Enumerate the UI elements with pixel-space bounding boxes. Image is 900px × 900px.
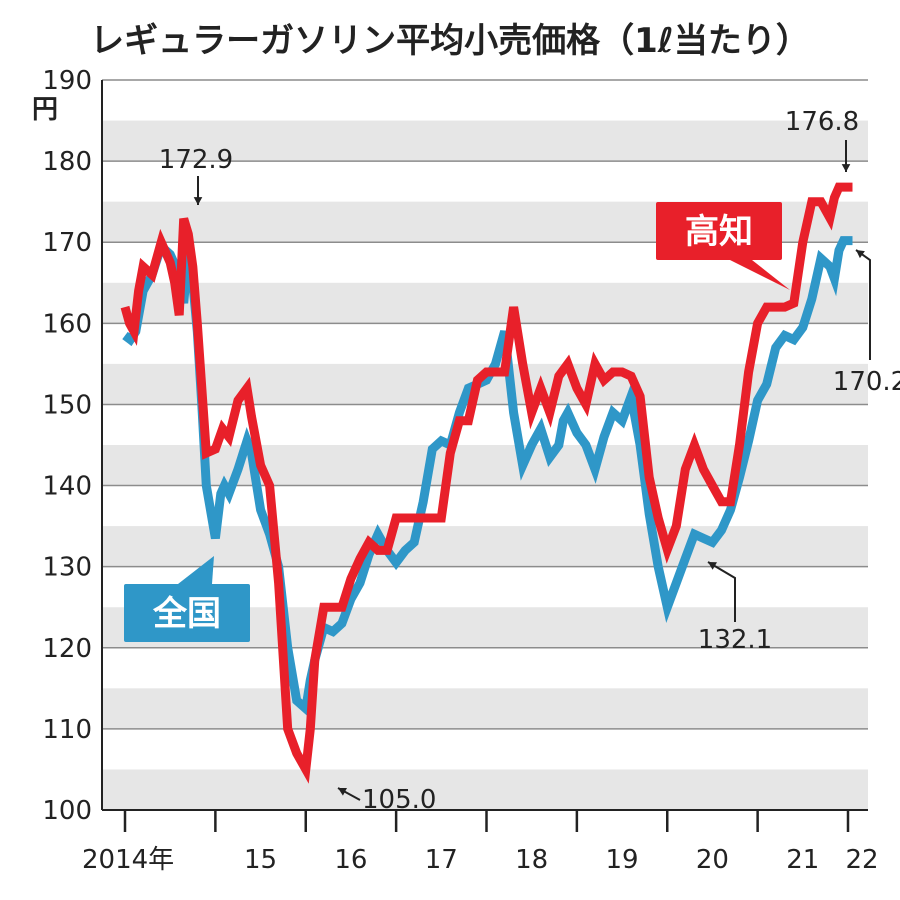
annotations: 172.9 105.0 132.1 176.8 170.2: [159, 107, 900, 815]
y-tick-label: 160: [42, 309, 92, 339]
x-tick-label: 22: [845, 845, 878, 875]
series-line-kochi: [120, 182, 853, 784]
annotation-arrowhead: [338, 788, 347, 796]
x-tick-label: 20: [696, 845, 729, 875]
y-tick-label: 100: [42, 796, 92, 826]
axes: 100 110 120 130 140 150 160 170 180 190 2014年 15 16 1…: [42, 66, 878, 875]
legend-pointer-kochi: [730, 260, 790, 290]
x-tick-label: 18: [515, 845, 548, 875]
y-tick-label: 120: [42, 634, 92, 664]
grid-band: [102, 120, 868, 162]
legend-label-national: 全国: [152, 594, 221, 634]
y-tick-label: 110: [42, 715, 92, 745]
y-tick-label: 140: [42, 472, 92, 502]
x-tick-label: 15: [244, 845, 277, 875]
y-tick-label: 190: [42, 66, 92, 96]
legend-box-national: [124, 584, 250, 642]
chart-title: レギュラーガソリン平均小売価格（1ℓ当たり）: [90, 21, 810, 61]
annotation-arrowhead: [193, 197, 203, 205]
y-tick-label: 180: [42, 147, 92, 177]
legend-box-kochi: [656, 202, 782, 260]
annotation-arrowhead: [841, 164, 851, 172]
x-tick-label: 17: [425, 845, 458, 875]
annotation-label: 170.2: [833, 367, 900, 397]
x-tick-label: 2014年: [82, 845, 174, 875]
annotation-arrowhead: [856, 250, 865, 259]
annotation-label: 105.0: [362, 785, 436, 815]
grid-band: [102, 282, 868, 324]
y-tick-label: 170: [42, 228, 92, 258]
y-axis-unit: 円: [32, 95, 58, 125]
annotation-arrowhead: [708, 562, 717, 570]
annotation-label: 172.9: [159, 145, 233, 175]
x-tick-label: 16: [334, 845, 367, 875]
x-tick-label: 21: [786, 845, 819, 875]
grid-band: [102, 688, 868, 729]
annotation-label: 132.1: [698, 625, 772, 655]
legend-label-kochi: 高知: [685, 212, 753, 252]
grid-bands: [102, 120, 868, 810]
series-layer: [120, 182, 853, 784]
x-tick-label: 19: [606, 845, 639, 875]
grid-band: [102, 769, 868, 810]
legend-pointer-national: [178, 556, 214, 584]
y-tick-label: 130: [42, 553, 92, 583]
annotation-label: 176.8: [785, 107, 859, 137]
annotation-arrow: [707, 561, 736, 622]
y-tick-label: 150: [42, 390, 92, 420]
grid-band: [102, 526, 868, 567]
